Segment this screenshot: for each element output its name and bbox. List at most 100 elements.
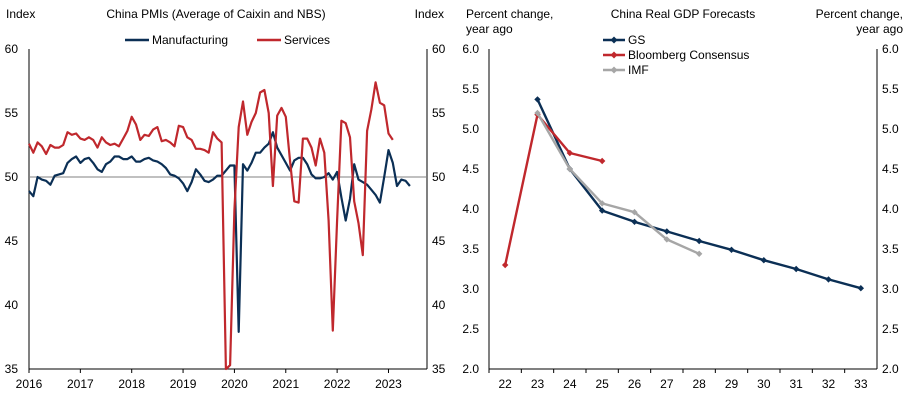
gdp-point-imf [566, 165, 574, 173]
gdp-point-imf [695, 250, 703, 257]
pmi-ytick-left: 55 [5, 106, 19, 120]
pmi-series-line-services [28, 81, 394, 371]
pmi-xtick-label: 2017 [67, 377, 94, 391]
gdp-point-gs [631, 218, 638, 225]
gdp-ytick-right: 6.0 [882, 42, 899, 56]
gdp-yticks-right: 2.0 2.5 3.0 3.5 4.0 4.5 5.0 5.5 6.0 [882, 42, 899, 376]
gdp-ytick-right: 5.0 [882, 122, 899, 136]
gdp-ytick-left: 2.0 [462, 362, 479, 376]
gdp-ytick-right: 5.5 [882, 82, 899, 96]
gdp-point-gs [857, 285, 865, 292]
gdp-legend-label-gs: GS [628, 33, 645, 47]
gdp-xtick-label: 31 [789, 377, 803, 391]
gdp-legend: GS Bloomberg Consensus IMF [603, 33, 749, 77]
pmi-ytick-right: 35 [432, 362, 446, 376]
gdp-ytick-left: 3.0 [462, 282, 479, 296]
gdp-xtick-label: 23 [531, 377, 545, 391]
gdp-ytick-right: 4.5 [882, 162, 899, 176]
gdp-xtick-label: 30 [757, 377, 771, 391]
gdp-legend-marker-bloomberg [610, 51, 618, 59]
pmi-xtick-label: 2023 [375, 377, 402, 391]
gdp-point-gs [825, 276, 832, 283]
pmi-ytick-left: 50 [5, 170, 19, 184]
gdp-ytick-left: 3.5 [462, 242, 479, 256]
pmi-yticks-left: 35 40 45 50 55 60 [5, 42, 19, 376]
gdp-point-gs [534, 96, 541, 103]
gdp-xtick-label: 33 [854, 377, 868, 391]
pmi-ylabel-right: Index [415, 7, 444, 21]
gdp-point-bloomberg [566, 149, 574, 157]
gdp-yticks-left: 2.0 2.5 3.0 3.5 4.0 4.5 5.0 5.5 6.0 [462, 42, 479, 376]
gdp-point-gs [695, 237, 703, 245]
pmi-yticks-right: 35 40 45 50 55 60 [432, 42, 446, 376]
gdp-point-bloomberg [598, 157, 606, 165]
pmi-xticks: 2016 2017 2018 2019 2020 2021 2022 2023 [16, 369, 402, 391]
pmi-xtick-label: 2021 [272, 377, 299, 391]
pmi-legend-label-manufacturing: Manufacturing [152, 33, 228, 47]
gdp-series-line-gs [536, 98, 862, 290]
gdp-xtick-label: 27 [660, 377, 674, 391]
gdp-ytick-left: 5.5 [462, 82, 479, 96]
gdp-legend-marker-gs [610, 36, 618, 44]
pmi-ytick-left: 60 [5, 42, 19, 56]
gdp-series-line-bloomberg [504, 113, 603, 266]
gdp-point-gs [728, 246, 735, 253]
pmi-title: China PMIs (Average of Caixin and NBS) [106, 7, 325, 21]
gdp-series [501, 96, 865, 292]
pmi-ytick-right: 55 [432, 106, 446, 120]
pmi-ytick-left: 35 [5, 362, 19, 376]
gdp-ytick-right: 2.0 [882, 362, 899, 376]
gdp-chart: Percent change, year ago China Real GDP … [462, 7, 903, 391]
pmi-series-line-manufacturing [28, 131, 411, 333]
gdp-xtick-label: 29 [725, 377, 739, 391]
gdp-legend-marker-imf [610, 66, 618, 74]
pmi-ytick-left: 40 [5, 298, 19, 312]
gdp-ytick-left: 4.5 [462, 162, 479, 176]
gdp-point-imf [598, 200, 606, 207]
pmi-ylabel-left: Index [6, 7, 35, 21]
gdp-point-imf [534, 109, 541, 117]
pmi-ytick-right: 50 [432, 170, 446, 184]
pmi-xtick-label: 2016 [16, 377, 43, 391]
gdp-title: China Real GDP Forecasts [611, 7, 756, 21]
pmi-chart: Index China PMIs (Average of Caixin and … [5, 7, 446, 391]
pmi-series [28, 81, 411, 371]
gdp-ylabel-right-line1: Percent change, [816, 7, 903, 21]
pmi-ytick-left: 45 [5, 234, 19, 248]
gdp-legend-label-bloomberg: Bloomberg Consensus [628, 48, 749, 62]
pmi-xtick-label: 2022 [324, 377, 351, 391]
gdp-ytick-left: 2.5 [462, 322, 479, 336]
gdp-xtick-label: 22 [498, 377, 512, 391]
gdp-series-line-imf [536, 112, 700, 255]
gdp-ytick-right: 3.5 [882, 242, 899, 256]
gdp-point-gs [792, 265, 800, 273]
gdp-point-imf [663, 236, 671, 243]
gdp-ytick-right: 3.0 [882, 282, 899, 296]
gdp-point-gs [598, 207, 606, 214]
pmi-legend: Manufacturing Services [125, 33, 330, 47]
gdp-legend-label-imf: IMF [628, 63, 649, 77]
gdp-ytick-right: 4.0 [882, 202, 899, 216]
pmi-legend-label-services: Services [284, 33, 330, 47]
pmi-ytick-right: 40 [432, 298, 446, 312]
gdp-xtick-label: 28 [692, 377, 706, 391]
gdp-point-gs [760, 257, 768, 264]
gdp-point-bloomberg [501, 261, 509, 269]
gdp-ytick-left: 4.0 [462, 202, 479, 216]
pmi-xtick-label: 2019 [170, 377, 197, 391]
gdp-ylabel-right-line2: year ago [856, 22, 903, 36]
pmi-xtick-label: 2020 [221, 377, 248, 391]
pmi-xtick-label: 2018 [118, 377, 145, 391]
gdp-ylabel-left-line2: year ago [466, 22, 513, 36]
gdp-xtick-label: 26 [628, 377, 642, 391]
gdp-ylabel-left-line1: Percent change, [466, 7, 553, 21]
gdp-xtick-label: 32 [822, 377, 836, 391]
gdp-xticks: 22 23 24 25 26 27 28 29 30 31 32 33 [488, 369, 868, 391]
gdp-xtick-label: 24 [563, 377, 577, 391]
gdp-point-gs [663, 228, 671, 235]
gdp-xtick-label: 25 [595, 377, 609, 391]
gdp-ytick-left: 6.0 [462, 42, 479, 56]
gdp-point-imf [631, 209, 638, 216]
pmi-ytick-right: 60 [432, 42, 446, 56]
